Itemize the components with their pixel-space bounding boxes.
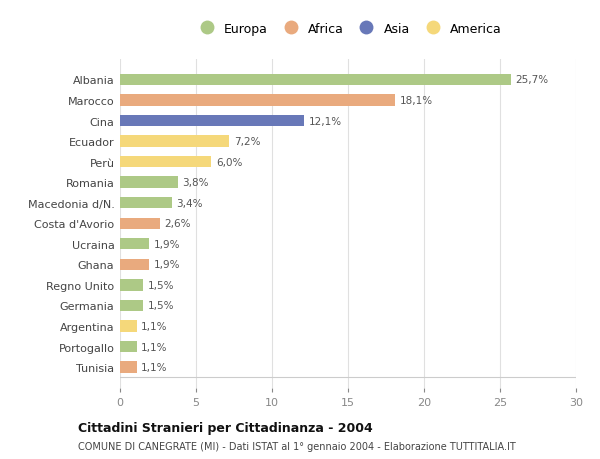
Bar — [120, 362, 137, 373]
Bar — [120, 198, 172, 209]
Bar — [120, 116, 304, 127]
Bar — [120, 75, 511, 86]
Bar — [120, 95, 395, 106]
Bar — [120, 300, 143, 311]
Bar — [120, 136, 229, 147]
Bar — [120, 177, 178, 188]
Bar — [120, 280, 143, 291]
Text: 1,1%: 1,1% — [141, 321, 168, 331]
Text: 2,6%: 2,6% — [164, 219, 191, 229]
Text: 25,7%: 25,7% — [515, 75, 548, 85]
Text: 1,1%: 1,1% — [141, 362, 168, 372]
Text: 6,0%: 6,0% — [216, 157, 242, 167]
Text: 1,9%: 1,9% — [154, 239, 180, 249]
Bar — [120, 341, 137, 353]
Text: Cittadini Stranieri per Cittadinanza - 2004: Cittadini Stranieri per Cittadinanza - 2… — [78, 421, 373, 434]
Text: 12,1%: 12,1% — [308, 116, 341, 126]
Text: 3,4%: 3,4% — [176, 198, 203, 208]
Bar — [120, 157, 211, 168]
Bar — [120, 239, 149, 250]
Text: 3,8%: 3,8% — [182, 178, 209, 188]
Text: 1,5%: 1,5% — [148, 280, 174, 290]
Bar — [120, 321, 137, 332]
Text: 1,5%: 1,5% — [148, 301, 174, 311]
Text: COMUNE DI CANEGRATE (MI) - Dati ISTAT al 1° gennaio 2004 - Elaborazione TUTTITAL: COMUNE DI CANEGRATE (MI) - Dati ISTAT al… — [78, 441, 516, 451]
Text: 7,2%: 7,2% — [234, 137, 260, 147]
Text: 1,1%: 1,1% — [141, 342, 168, 352]
Legend: Europa, Africa, Asia, America: Europa, Africa, Asia, America — [191, 20, 505, 38]
Text: 18,1%: 18,1% — [400, 96, 433, 106]
Text: 1,9%: 1,9% — [154, 260, 180, 270]
Bar — [120, 259, 149, 270]
Bar — [120, 218, 160, 230]
